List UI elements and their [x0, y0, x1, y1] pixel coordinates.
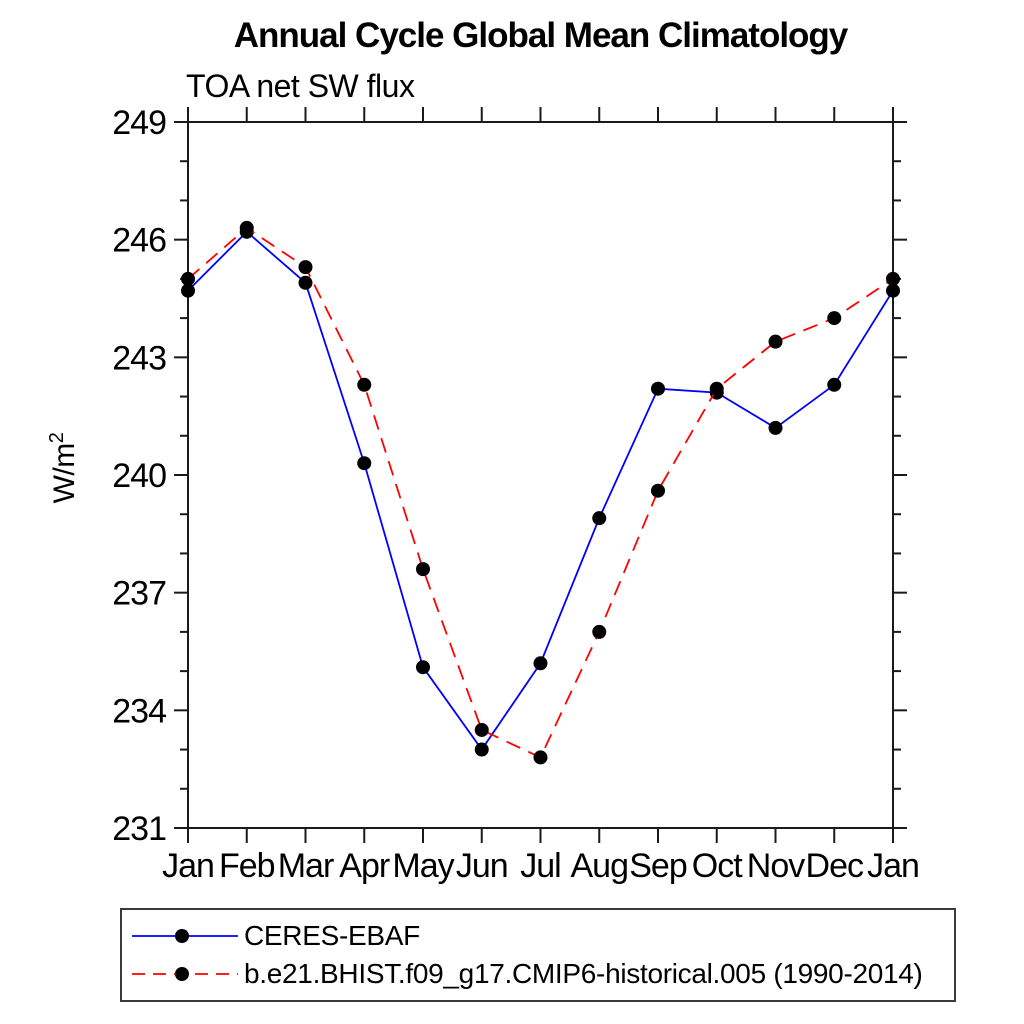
x-tick-label: Nov [747, 847, 805, 885]
data-point-marker [416, 660, 430, 675]
data-point-marker [416, 562, 430, 577]
x-tick-label: Sep [629, 847, 687, 885]
data-point-marker [474, 742, 489, 757]
legend-sample-marker [175, 967, 189, 981]
data-point-marker [592, 624, 607, 639]
data-point-marker [181, 271, 195, 286]
data-point-marker [768, 420, 783, 435]
x-tick-label: Jan [162, 847, 214, 885]
y-tick-label: 246 [112, 222, 166, 260]
data-point-marker [827, 311, 842, 326]
y-tick-label: 234 [112, 692, 166, 730]
data-point-marker [533, 750, 548, 765]
x-tick-label: Apr [339, 847, 390, 885]
y-tick-label: 237 [112, 575, 166, 613]
plot-frame [187, 121, 894, 829]
legend: CERES-EBAF b.e21.BHIST.f09_g17.CMIP6-his… [120, 908, 956, 1002]
data-point-marker [474, 722, 489, 737]
data-point-marker [827, 377, 842, 392]
data-point-marker [651, 381, 665, 396]
data-point-marker [181, 283, 195, 298]
chart-title: Annual Cycle Global Mean Climatology [233, 16, 849, 55]
legend-line-sample-ceres [132, 929, 238, 943]
data-point-marker [357, 456, 372, 471]
data-point-marker [592, 511, 607, 526]
y-tick-label: 231 [112, 810, 166, 848]
x-tick-label: May [392, 847, 454, 885]
series-line-1 [187, 226, 894, 759]
data-point-marker [651, 483, 665, 498]
x-tick-label: Feb [219, 847, 275, 885]
x-tick-label: Jul [520, 847, 560, 885]
legend-sample-marker [175, 929, 189, 943]
data-point-marker [298, 275, 313, 290]
x-tick-label: Aug [571, 847, 629, 885]
y-tick-label: 249 [112, 104, 166, 142]
chart-subtitle: TOA net SW flux [186, 68, 415, 104]
x-tick-label: Mar [278, 847, 334, 885]
legend-line-sample-model [132, 967, 238, 981]
x-tick-label: Dec [806, 847, 864, 885]
data-point-marker [886, 283, 900, 298]
legend-item-model: b.e21.BHIST.f09_g17.CMIP6-historical.005… [130, 958, 923, 989]
data-point-marker [298, 260, 313, 275]
data-point-marker [768, 334, 783, 349]
x-tick-label: Jun [456, 847, 508, 885]
legend-label-model: b.e21.BHIST.f09_g17.CMIP6-historical.005… [244, 958, 923, 989]
legend-label-ceres: CERES-EBAF [244, 920, 420, 951]
data-point-marker [239, 220, 254, 235]
data-point-marker [709, 381, 724, 396]
x-tick-label: Oct [692, 847, 743, 885]
x-tick-label: Jan [867, 847, 919, 885]
legend-item-ceres: CERES-EBAF [130, 920, 420, 951]
data-point-marker [886, 271, 900, 286]
data-point-marker [357, 377, 372, 392]
series-line-0 [187, 230, 894, 752]
data-point-marker [533, 656, 548, 671]
y-tick-label: 243 [112, 339, 166, 377]
y-tick-label: 240 [112, 457, 166, 495]
